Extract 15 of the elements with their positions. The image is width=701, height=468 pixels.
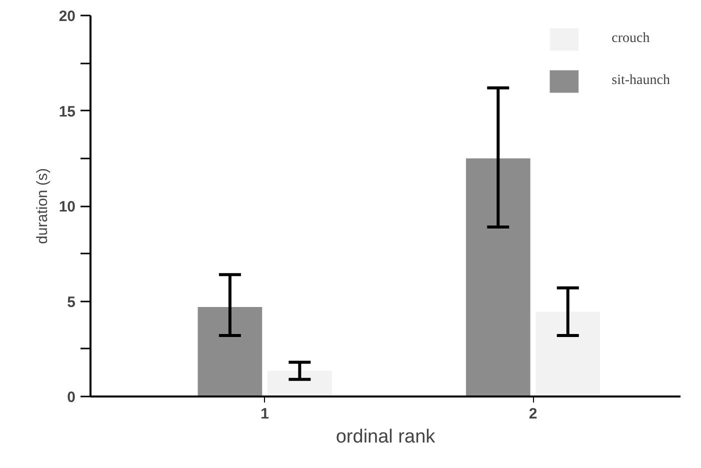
y-tick-label: 15 (58, 103, 76, 120)
x-tick-label: 2 (528, 406, 538, 422)
y-axis-title: duration (s) (34, 168, 51, 244)
bar (198, 306, 262, 396)
y-tick-label: 5 (67, 294, 76, 311)
y-tick-label: 0 (67, 389, 76, 406)
y-tick-label: 10 (58, 198, 76, 216)
bar (466, 158, 530, 396)
bar (268, 370, 332, 396)
bar (536, 312, 600, 396)
x-tick-label: 1 (260, 406, 269, 422)
y-tick-label: 20 (58, 8, 76, 25)
x-axis-title: ordinal rank (336, 426, 436, 448)
legend-label: sit-haunch (612, 73, 670, 89)
legend-label: crouch (612, 31, 650, 47)
